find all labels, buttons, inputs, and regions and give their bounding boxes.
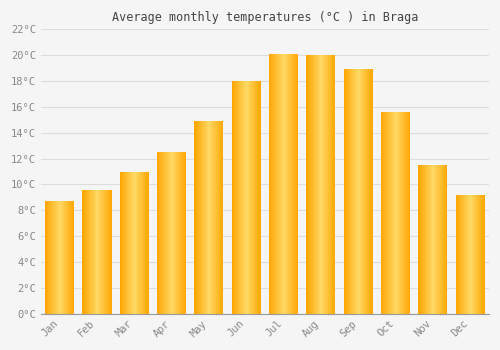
Title: Average monthly temperatures (°C ) in Braga: Average monthly temperatures (°C ) in Br…: [112, 11, 418, 24]
